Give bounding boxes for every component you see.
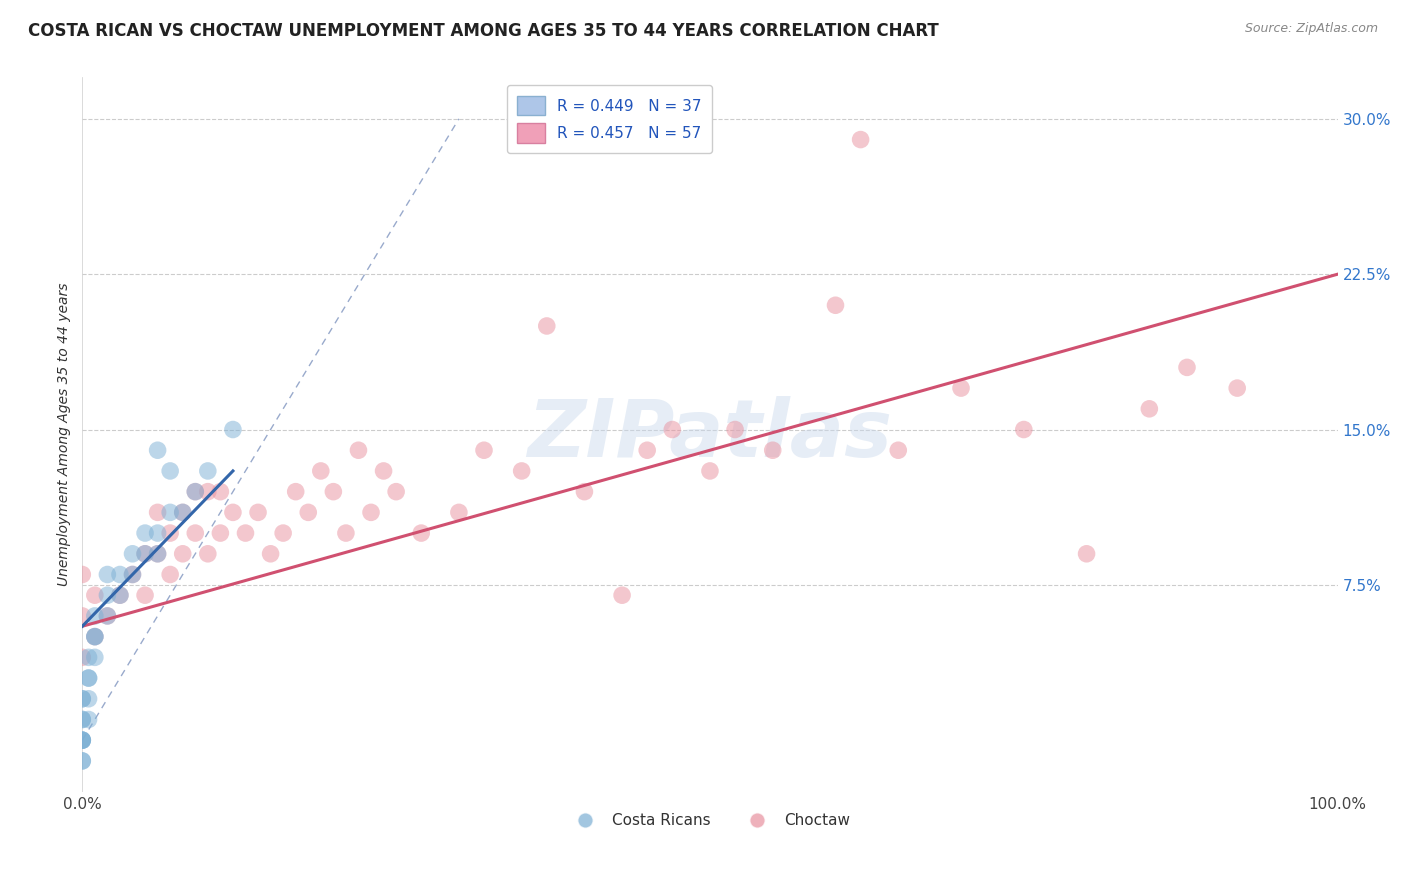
- Point: [284, 484, 307, 499]
- Point: [83, 630, 105, 644]
- Point: [197, 464, 219, 478]
- Point: [83, 650, 105, 665]
- Point: [83, 630, 105, 644]
- Y-axis label: Unemployment Among Ages 35 to 44 years: Unemployment Among Ages 35 to 44 years: [58, 283, 72, 586]
- Point: [121, 567, 143, 582]
- Point: [159, 464, 181, 478]
- Point: [134, 547, 156, 561]
- Point: [77, 691, 100, 706]
- Point: [77, 713, 100, 727]
- Point: [209, 526, 232, 541]
- Point: [824, 298, 846, 312]
- Point: [146, 547, 169, 561]
- Point: [950, 381, 973, 395]
- Point: [1175, 360, 1198, 375]
- Point: [121, 547, 143, 561]
- Point: [235, 526, 257, 541]
- Point: [108, 588, 131, 602]
- Point: [1137, 401, 1160, 416]
- Point: [574, 484, 596, 499]
- Point: [77, 650, 100, 665]
- Point: [96, 567, 118, 582]
- Point: [309, 464, 332, 478]
- Point: [209, 484, 232, 499]
- Point: [172, 505, 194, 519]
- Point: [72, 567, 94, 582]
- Point: [1012, 423, 1035, 437]
- Point: [72, 754, 94, 768]
- Point: [373, 464, 395, 478]
- Point: [610, 588, 633, 602]
- Point: [72, 733, 94, 747]
- Point: [72, 691, 94, 706]
- Point: [159, 567, 181, 582]
- Point: [247, 505, 270, 519]
- Point: [360, 505, 382, 519]
- Point: [83, 630, 105, 644]
- Point: [297, 505, 319, 519]
- Point: [222, 423, 245, 437]
- Point: [72, 713, 94, 727]
- Point: [849, 132, 872, 146]
- Point: [134, 588, 156, 602]
- Text: COSTA RICAN VS CHOCTAW UNEMPLOYMENT AMONG AGES 35 TO 44 YEARS CORRELATION CHART: COSTA RICAN VS CHOCTAW UNEMPLOYMENT AMON…: [28, 22, 939, 40]
- Point: [184, 484, 207, 499]
- Point: [134, 547, 156, 561]
- Point: [72, 691, 94, 706]
- Point: [96, 588, 118, 602]
- Point: [96, 608, 118, 623]
- Point: [72, 733, 94, 747]
- Point: [77, 671, 100, 685]
- Point: [636, 443, 658, 458]
- Point: [72, 733, 94, 747]
- Point: [510, 464, 533, 478]
- Point: [83, 588, 105, 602]
- Point: [184, 484, 207, 499]
- Point: [447, 505, 470, 519]
- Point: [184, 526, 207, 541]
- Point: [72, 650, 94, 665]
- Point: [96, 608, 118, 623]
- Point: [699, 464, 721, 478]
- Point: [322, 484, 344, 499]
- Point: [385, 484, 408, 499]
- Point: [197, 547, 219, 561]
- Point: [72, 713, 94, 727]
- Point: [724, 423, 747, 437]
- Point: [536, 318, 558, 333]
- Point: [146, 547, 169, 561]
- Point: [159, 526, 181, 541]
- Point: [72, 733, 94, 747]
- Point: [887, 443, 910, 458]
- Point: [1076, 547, 1098, 561]
- Point: [121, 567, 143, 582]
- Point: [146, 443, 169, 458]
- Point: [1226, 381, 1249, 395]
- Point: [83, 608, 105, 623]
- Point: [335, 526, 357, 541]
- Point: [222, 505, 245, 519]
- Point: [172, 505, 194, 519]
- Legend: Costa Ricans, Choctaw: Costa Ricans, Choctaw: [564, 807, 856, 834]
- Point: [661, 423, 683, 437]
- Point: [347, 443, 370, 458]
- Point: [159, 505, 181, 519]
- Point: [472, 443, 495, 458]
- Point: [172, 547, 194, 561]
- Point: [146, 505, 169, 519]
- Point: [72, 754, 94, 768]
- Point: [762, 443, 785, 458]
- Text: Source: ZipAtlas.com: Source: ZipAtlas.com: [1244, 22, 1378, 36]
- Point: [108, 567, 131, 582]
- Point: [411, 526, 433, 541]
- Text: ZIPatlas: ZIPatlas: [527, 396, 893, 474]
- Point: [77, 671, 100, 685]
- Point: [271, 526, 294, 541]
- Point: [259, 547, 281, 561]
- Point: [146, 526, 169, 541]
- Point: [197, 484, 219, 499]
- Point: [108, 588, 131, 602]
- Point: [134, 526, 156, 541]
- Point: [72, 608, 94, 623]
